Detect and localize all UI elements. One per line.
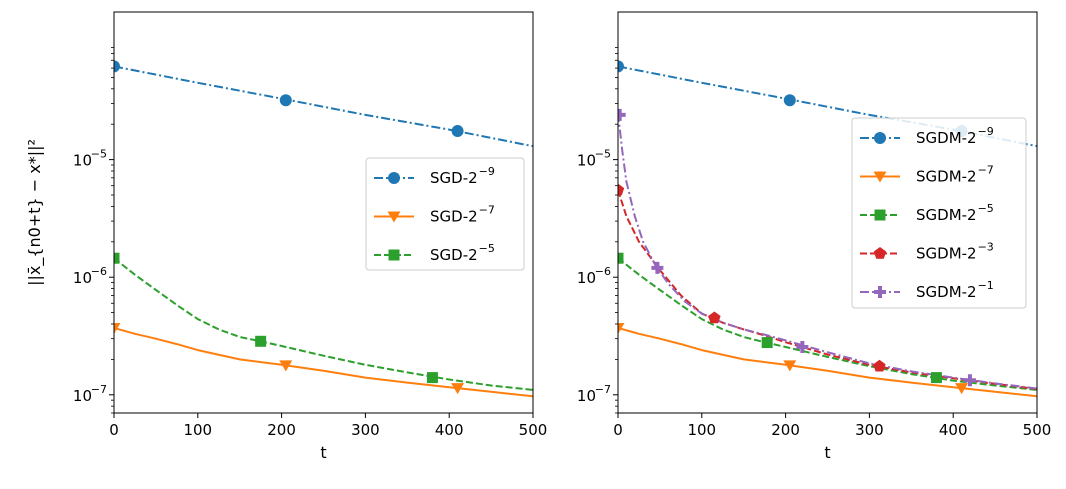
y-tick-label: 10 — [577, 387, 596, 405]
x-tick-label: 0 — [109, 421, 119, 439]
plot-area — [114, 60, 533, 398]
legend-marker-3 — [873, 247, 887, 259]
legend-box — [851, 117, 1027, 309]
x-tick-label: 100 — [183, 421, 212, 439]
x-tick-label: 400 — [939, 421, 968, 439]
series-0-marker-1 — [279, 94, 292, 107]
legend-label-exponent-2: −5 — [479, 242, 495, 255]
legend-label-exponent-4: −1 — [978, 279, 994, 292]
legend-label-2: SGD-2 — [430, 246, 478, 264]
legend-label-2: SGDM-2 — [916, 206, 977, 224]
x-tick-label: 200 — [267, 421, 296, 439]
series-2-marker-1 — [761, 337, 773, 349]
legend-marker-2 — [874, 209, 886, 221]
y-tick-exponent: −7 — [595, 383, 611, 396]
y-tick-exponent: −6 — [595, 265, 611, 278]
y-tick-label: 10 — [73, 152, 92, 170]
series-1-marker-1 — [279, 360, 293, 372]
x-axis-label: t — [320, 443, 326, 462]
series-1-marker-0 — [618, 322, 625, 334]
x-tick-label: 100 — [687, 421, 716, 439]
series-2-marker-0 — [114, 252, 120, 264]
series-1-marker-2 — [955, 383, 969, 395]
series-1-marker-2 — [451, 383, 465, 395]
y-tick-exponent: −6 — [91, 265, 107, 278]
plot-area — [618, 60, 1037, 398]
legend-label-exponent-0: −9 — [978, 125, 994, 138]
series-1-marker-0 — [114, 322, 121, 334]
y-tick-label: 10 — [577, 152, 596, 170]
series-0-marker-0 — [114, 60, 120, 73]
left-panel: 0 100 200 300 400 50010−710−610−5t||x̄_{n0+t}… — [25, 11, 548, 462]
series-2-marker-2 — [426, 372, 438, 384]
series-4-marker-1 — [651, 261, 664, 274]
legend-marker-1 — [387, 211, 401, 223]
x-axis-label: t — [824, 443, 830, 462]
series-2-marker-2 — [930, 372, 942, 384]
series-2-marker-1 — [255, 335, 267, 347]
legend-marker-4 — [874, 286, 886, 298]
legend-label-0: SGDM-2 — [916, 129, 977, 147]
y-tick-exponent: −5 — [91, 148, 107, 161]
legend-label-exponent-1: −7 — [978, 164, 994, 177]
legend-box — [365, 157, 525, 271]
legend-marker-2 — [388, 249, 400, 261]
series-line-1 — [618, 327, 1037, 398]
series-line-0 — [618, 65, 1037, 148]
x-tick-label: 300 — [855, 421, 884, 439]
x-tick-label: 500 — [519, 421, 548, 439]
x-tick-label: 500 — [1023, 421, 1052, 439]
series-4-marker-3 — [963, 374, 976, 387]
legend-label-1: SGD-2 — [430, 208, 478, 226]
legend-label-exponent-3: −3 — [978, 241, 994, 254]
legend-label-3: SGDM-2 — [916, 245, 977, 263]
series-3-marker-1 — [708, 311, 721, 324]
x-tick-label: 300 — [351, 421, 380, 439]
y-tick-label: 10 — [577, 269, 596, 287]
legend-label-exponent-0: −9 — [479, 165, 495, 178]
series-3-marker-2 — [873, 359, 886, 372]
x-tick-label: 200 — [771, 421, 800, 439]
legend-label-1: SGDM-2 — [916, 168, 977, 186]
series-0-marker-1 — [783, 94, 796, 107]
legend-marker-0 — [874, 132, 886, 144]
series-1-marker-1 — [783, 360, 797, 372]
axes-frame — [113, 11, 534, 414]
y-axis-label: ||x̄_{n0+t} − x*||² — [25, 139, 45, 286]
legend-marker-0 — [388, 172, 400, 184]
x-tick-label: 0 — [613, 421, 623, 439]
x-tick-label: 400 — [435, 421, 464, 439]
series-4-marker-0 — [618, 108, 626, 121]
series-line-1 — [114, 327, 533, 398]
series-0-marker-0 — [618, 60, 624, 73]
y-tick-label: 10 — [73, 269, 92, 287]
series-3-marker-0 — [618, 183, 625, 196]
series-line-4 — [618, 112, 1037, 390]
y-tick-exponent: −5 — [595, 148, 611, 161]
legend-label-exponent-2: −5 — [978, 202, 994, 215]
series-2-marker-0 — [618, 252, 624, 264]
legend-marker-1 — [873, 171, 887, 183]
y-tick-exponent: −7 — [91, 383, 107, 396]
series-line-0 — [114, 65, 533, 148]
series-0-marker-2 — [451, 125, 464, 138]
legend-label-exponent-1: −7 — [479, 204, 495, 217]
axes-frame — [617, 11, 1038, 414]
legend-label-0: SGD-2 — [430, 169, 478, 187]
series-4-marker-2 — [796, 340, 809, 353]
legend-label-4: SGDM-2 — [916, 283, 977, 301]
y-tick-label: 10 — [73, 387, 92, 405]
